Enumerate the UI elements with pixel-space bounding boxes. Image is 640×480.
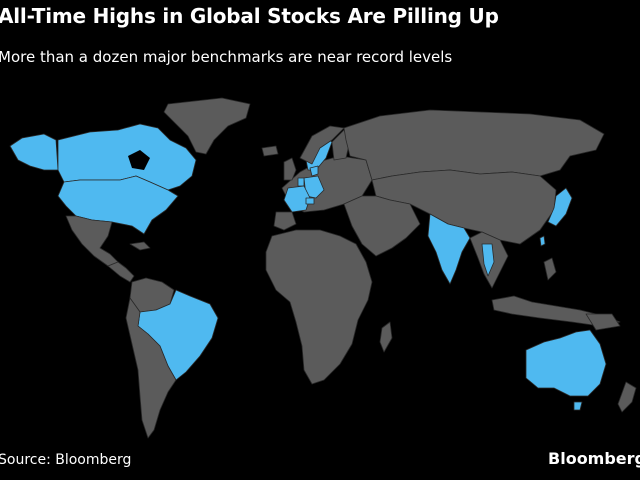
papua-new-guinea <box>585 313 621 331</box>
central-america <box>107 261 135 283</box>
chart-subtitle: More than a dozen major benchmarks are n… <box>0 48 453 66</box>
madagascar <box>379 321 393 353</box>
iceland <box>261 145 279 157</box>
world-map <box>9 97 637 439</box>
source-note: Source: Bloomberg <box>0 452 132 468</box>
middle-east <box>343 195 421 257</box>
chart-title: All-Time Highs in Global Stocks Are Pill… <box>0 4 499 28</box>
country-taiwan <box>539 235 546 247</box>
bloomberg-logo: Bloomberg <box>548 449 640 468</box>
country-greenland <box>163 97 251 155</box>
country-russia <box>343 109 605 181</box>
indonesia <box>491 295 621 327</box>
country-australia <box>525 329 607 397</box>
country-switzerland <box>305 197 315 205</box>
philippines <box>543 257 557 281</box>
country-japan <box>547 187 573 227</box>
country-norway <box>299 125 345 165</box>
tasmania <box>573 401 583 411</box>
country-united-kingdom <box>283 157 297 181</box>
country-united-states <box>57 175 179 235</box>
country-thailand <box>481 243 495 277</box>
country-mexico <box>65 215 119 267</box>
new-zealand <box>617 381 637 413</box>
south-america-south <box>125 297 177 439</box>
caribbean <box>129 241 151 251</box>
country-denmark <box>309 165 319 177</box>
africa <box>265 229 373 385</box>
hudson-bay <box>128 150 150 170</box>
country-france <box>283 185 311 213</box>
central-asia <box>371 169 557 245</box>
iberia <box>273 211 297 231</box>
country-united-states-alaska <box>9 133 59 171</box>
country-netherlands <box>297 177 305 187</box>
country-india <box>427 213 471 285</box>
